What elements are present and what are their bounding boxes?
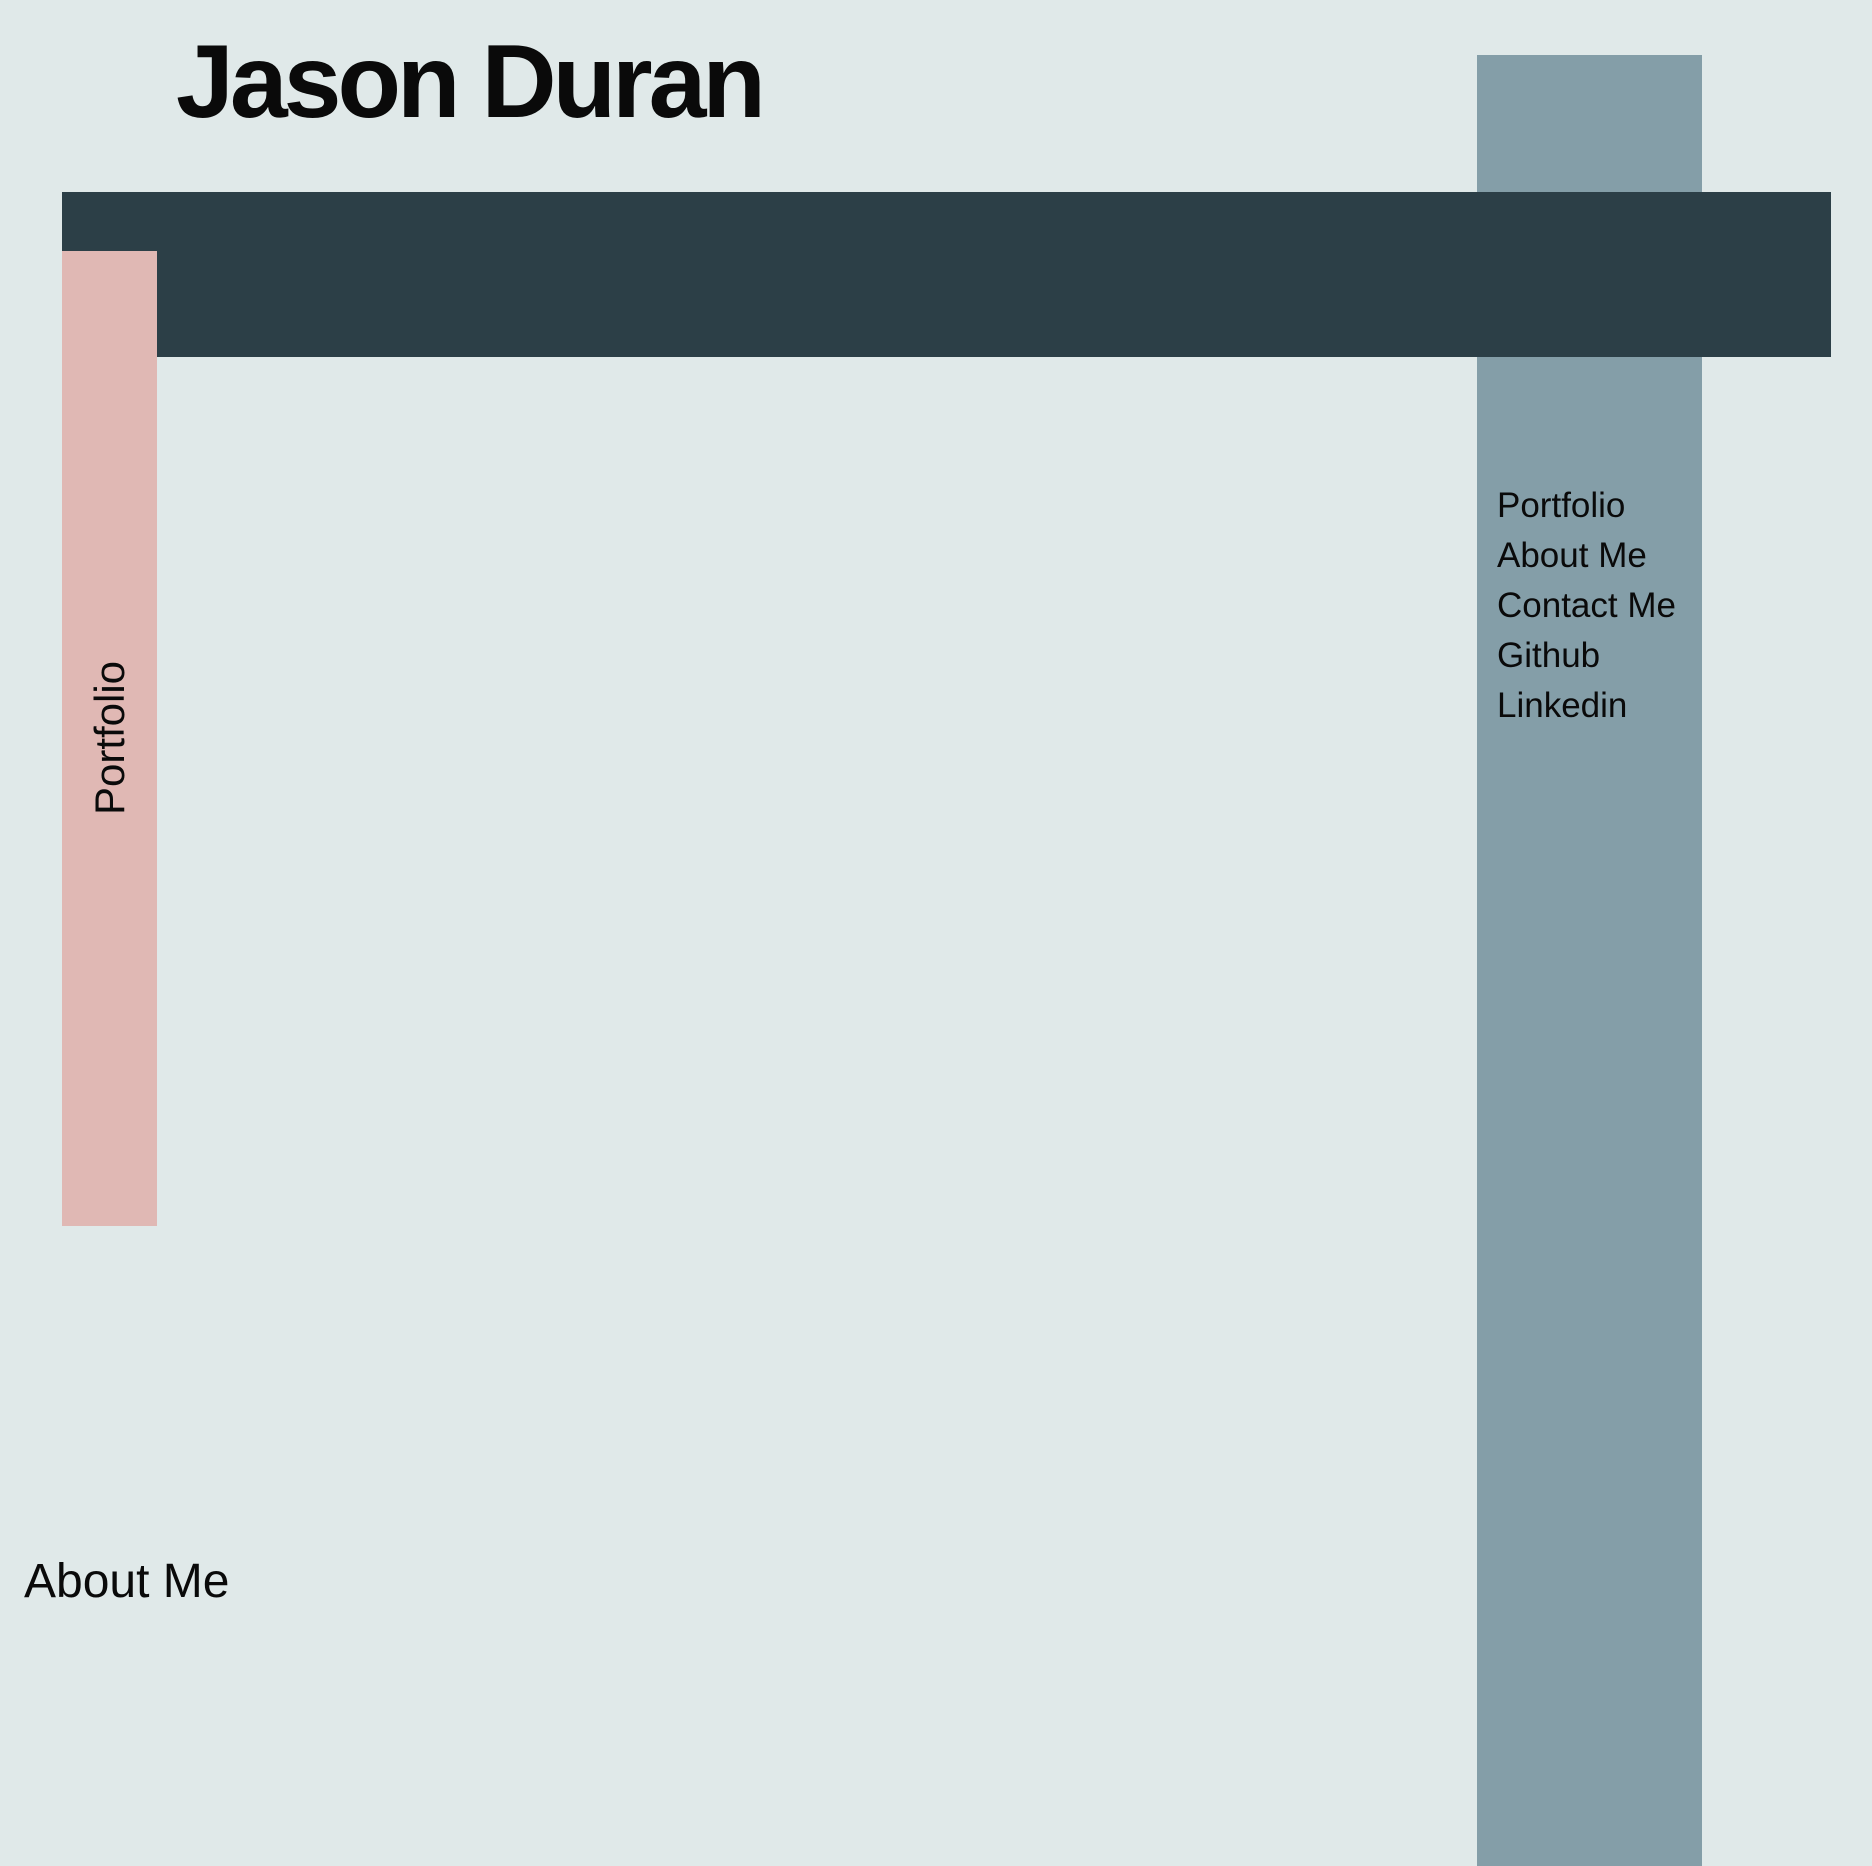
portfolio-tab[interactable]: Portfolio	[62, 251, 157, 1226]
nav-item-portfolio[interactable]: Portfolio	[1497, 486, 1626, 525]
nav-item-about-me[interactable]: About Me	[1497, 536, 1647, 575]
nav-item-linkedin[interactable]: Linkedin	[1497, 686, 1628, 725]
about-me-heading: About Me	[24, 1555, 230, 1608]
portfolio-tab-label[interactable]: Portfolio	[85, 660, 133, 816]
site-title: Jason Duran	[176, 24, 766, 140]
header-bar	[62, 192, 1831, 357]
nav-item-contact-me[interactable]: Contact Me	[1497, 586, 1676, 625]
nav-item-github[interactable]: Github	[1497, 636, 1601, 675]
nav-menu: Portfolio About Me Contact Me Github Lin…	[1497, 481, 1676, 731]
